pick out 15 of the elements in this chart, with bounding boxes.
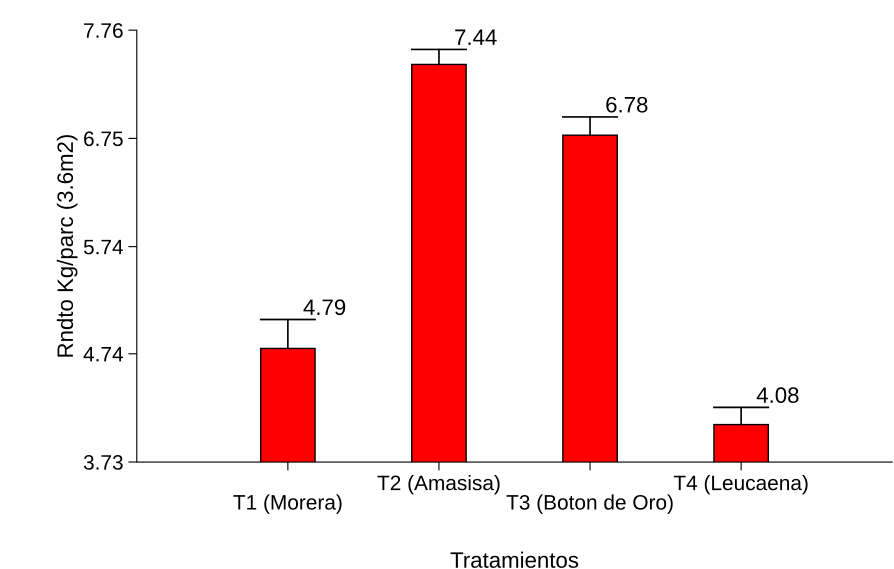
y-tick-label: 7.76: [84, 23, 123, 38]
y-tick-label: 4.74: [84, 347, 123, 362]
x-axis-title: Tratamientos: [450, 552, 578, 568]
x-tick-label: T3 (Boton de Oro): [506, 494, 673, 514]
x-tick-label: T2 (Amasisa): [377, 474, 500, 494]
y-axis-title: Rndto Kg/parc (3.6m2): [56, 135, 78, 357]
data-label: 7.44: [455, 30, 497, 45]
y-tick-label: 6.75: [84, 131, 123, 146]
y-tick-label: 3.73: [84, 455, 123, 470]
x-tick-label: T1 (Morera): [233, 494, 342, 514]
y-tick-label: 5.74: [84, 240, 123, 254]
x-tick-label: T4 (Leucaena): [674, 474, 808, 494]
data-label: 4.79: [303, 299, 346, 316]
data-label: 4.08: [756, 387, 799, 403]
data-label: 6.78: [606, 96, 648, 113]
